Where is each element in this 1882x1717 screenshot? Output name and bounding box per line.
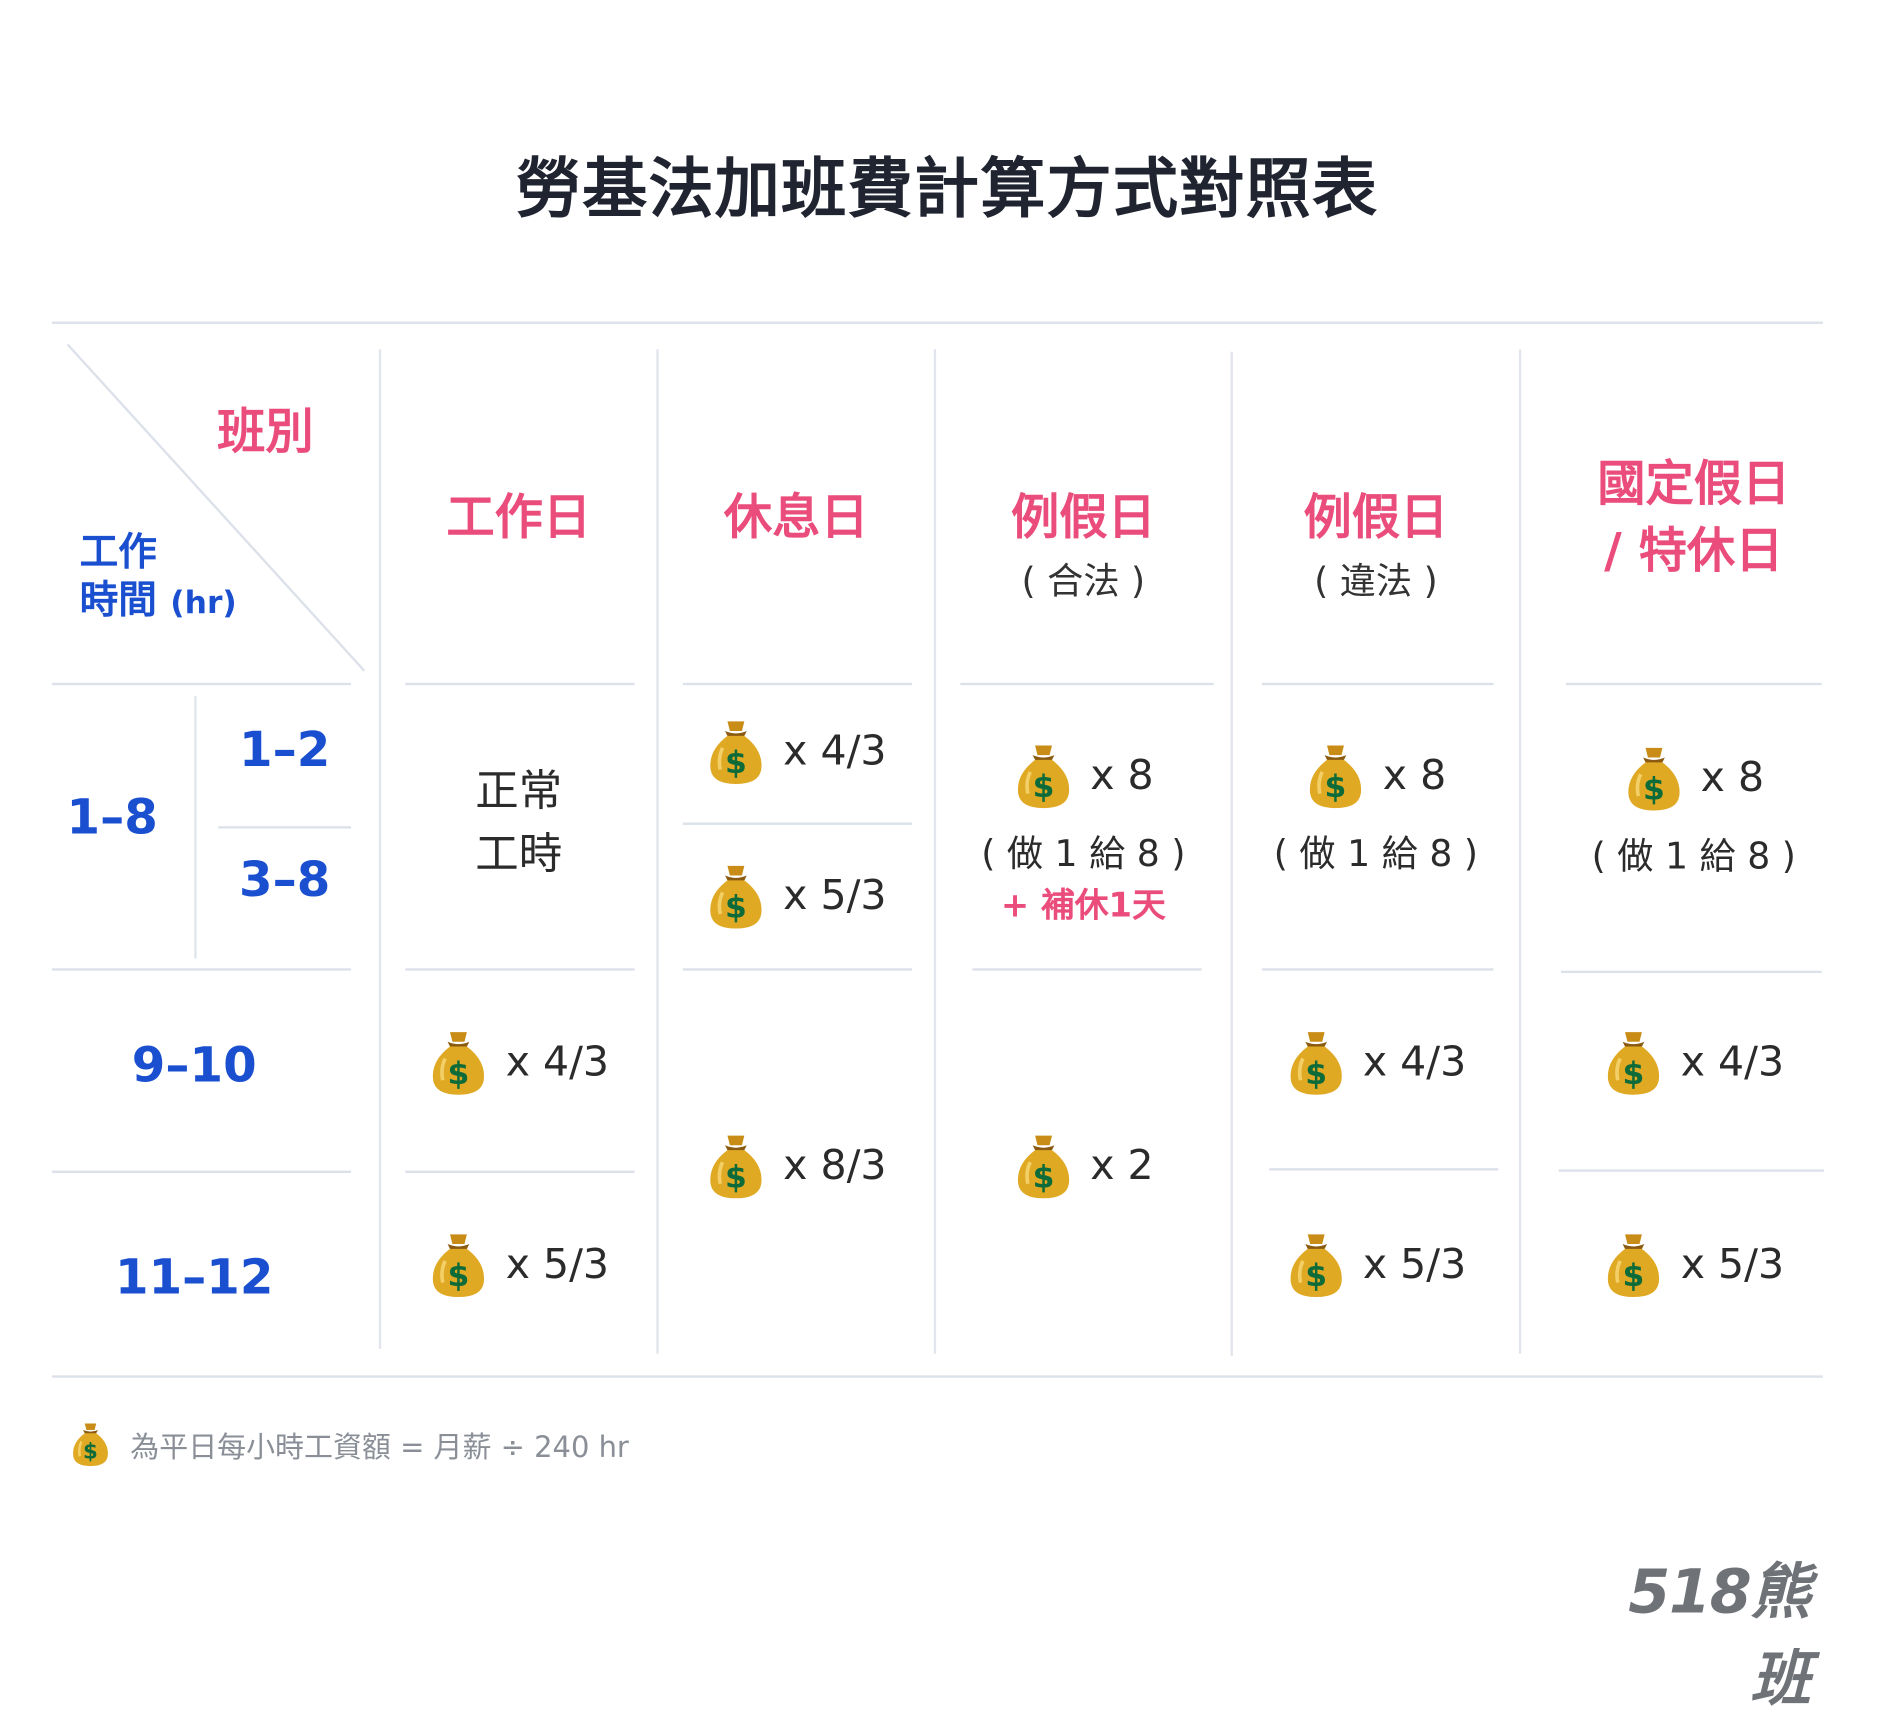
money-bag-icon [70,1419,111,1470]
subrow-divider [194,696,197,959]
row-line [1558,1169,1825,1172]
illegal-holiday-1-8-cell: x 8 [1233,737,1519,814]
row-line [51,1170,352,1173]
top-border [51,321,1823,324]
multiplier: x 5/3 [505,1240,610,1289]
row-line [405,1170,635,1173]
hours-label-line1: 工作 [79,528,157,575]
national-holiday-9-10-cell: x 4/3 [1532,1024,1855,1101]
row-line [960,682,1214,686]
national-holiday-1-8-cell: x 8 [1532,739,1855,816]
money-bag-icon [1286,1230,1346,1300]
money-bag-icon [428,1027,488,1097]
multiplier: x 2 [1090,1141,1154,1190]
footer-note: 為平日每小時工資額 = 月薪 ÷ 240 hr [130,1430,629,1464]
header-legal-holiday-note: ( 合法 ) [1021,561,1146,604]
row-line [1269,1168,1499,1171]
row-line [1561,970,1822,974]
column-divider [1230,351,1233,1357]
row-line [682,968,913,971]
row-label-11-12: 11–12 [115,1250,274,1306]
multiplier: x 4/3 [1362,1038,1467,1087]
header-national-holiday-line2: / 特休日 [1604,523,1784,580]
header-national-holiday-line1: 國定假日 [1597,456,1791,512]
money-bag-icon [1604,1027,1664,1097]
header-illegal-holiday-note: ( 違法 ) [1314,561,1438,604]
money-bag-icon [706,717,766,787]
header-illegal-holiday: 例假日 [1303,490,1449,546]
multiplier: x 8 [1700,753,1765,803]
corner-diagonal [66,343,366,672]
legal-holiday-9-12-cell: x 2 [936,1127,1230,1204]
legal-holiday-extra: + 補休1天 [1000,885,1166,925]
money-bag-icon [1286,1027,1346,1097]
workday-9-10-cell: x 4/3 [381,1024,656,1101]
national-holiday-note: ( 做 1 給 8 ) [1591,835,1796,878]
multiplier: x 4/3 [783,727,887,776]
money-bag-icon [1013,741,1073,811]
brand-logo: 518熊班 [1628,1557,1811,1714]
row-line [682,822,913,825]
row-line [1261,968,1494,971]
restday-9-12-cell: x 8/3 [659,1127,934,1204]
bottom-border [51,1375,1823,1378]
column-divider [1518,349,1522,1354]
row-line [1261,682,1494,686]
national-holiday-11-12-cell: x 5/3 [1532,1226,1855,1303]
row-label-9-10: 9–10 [131,1038,257,1094]
header-restday: 休息日 [723,490,869,546]
money-bag-icon [1604,1230,1664,1300]
column-divider [933,349,937,1354]
column-divider [378,349,382,1349]
multiplier: x 5/3 [1680,1240,1785,1289]
footer-legend: 為平日每小時工資額 = 月薪 ÷ 240 hr [70,1419,629,1470]
multiplier: x 4/3 [1680,1038,1785,1087]
multiplier: x 5/3 [1362,1240,1467,1289]
money-bag-icon [1306,741,1366,811]
row-line [51,682,352,686]
row-line [682,682,913,686]
column-divider [656,349,659,1354]
money-bag-icon [1623,743,1683,813]
multiplier: x 8/3 [783,1141,887,1190]
row-line [218,826,352,829]
multiplier: x 8 [1090,751,1154,800]
row-line [972,968,1202,971]
shift-label: 班別 [217,404,314,461]
money-bag-icon [706,1131,766,1201]
money-bag-icon [1013,1131,1073,1201]
row-line [405,968,635,971]
row-label-1-8: 1–8 [66,790,158,846]
hours-unit: (hr) [170,585,237,622]
row-line [51,968,352,971]
illegal-holiday-9-10-cell: x 4/3 [1233,1024,1519,1101]
page-title: 勞基法加班費計算方式對照表 [515,150,1379,227]
hours-label: 工作 時間 (hr) [80,527,237,627]
header-workday: 工作日 [446,490,592,546]
row-label-3-8: 3–8 [239,852,331,909]
workday-normal-line1: 正常 [475,767,563,817]
legal-holiday-1-8-cell: x 8 [936,737,1230,814]
legal-holiday-note: ( 做 1 給 8 ) [981,833,1186,876]
multiplier: x 4/3 [505,1038,610,1087]
restday-3-8-cell: x 5/3 [659,857,934,934]
row-line [405,682,635,686]
multiplier: x 8 [1382,751,1447,800]
row-label-1-2: 1–2 [239,722,331,778]
header-legal-holiday: 例假日 [1010,490,1156,546]
restday-1-2-cell: x 4/3 [659,713,934,790]
workday-11-12-cell: x 5/3 [381,1226,656,1303]
illegal-holiday-note: ( 做 1 給 8 ) [1273,833,1478,876]
workday-normal-hours: 正常 工時 [381,761,656,886]
workday-normal-line2: 工時 [475,829,563,880]
row-line [1565,682,1822,686]
hours-label-line2: 時間 [79,576,157,623]
illegal-holiday-11-12-cell: x 5/3 [1233,1226,1519,1303]
header-national-holiday: 國定假日 / 特休日 [1532,453,1855,583]
money-bag-icon [428,1230,488,1300]
money-bag-icon [706,861,766,931]
multiplier: x 5/3 [783,871,887,921]
